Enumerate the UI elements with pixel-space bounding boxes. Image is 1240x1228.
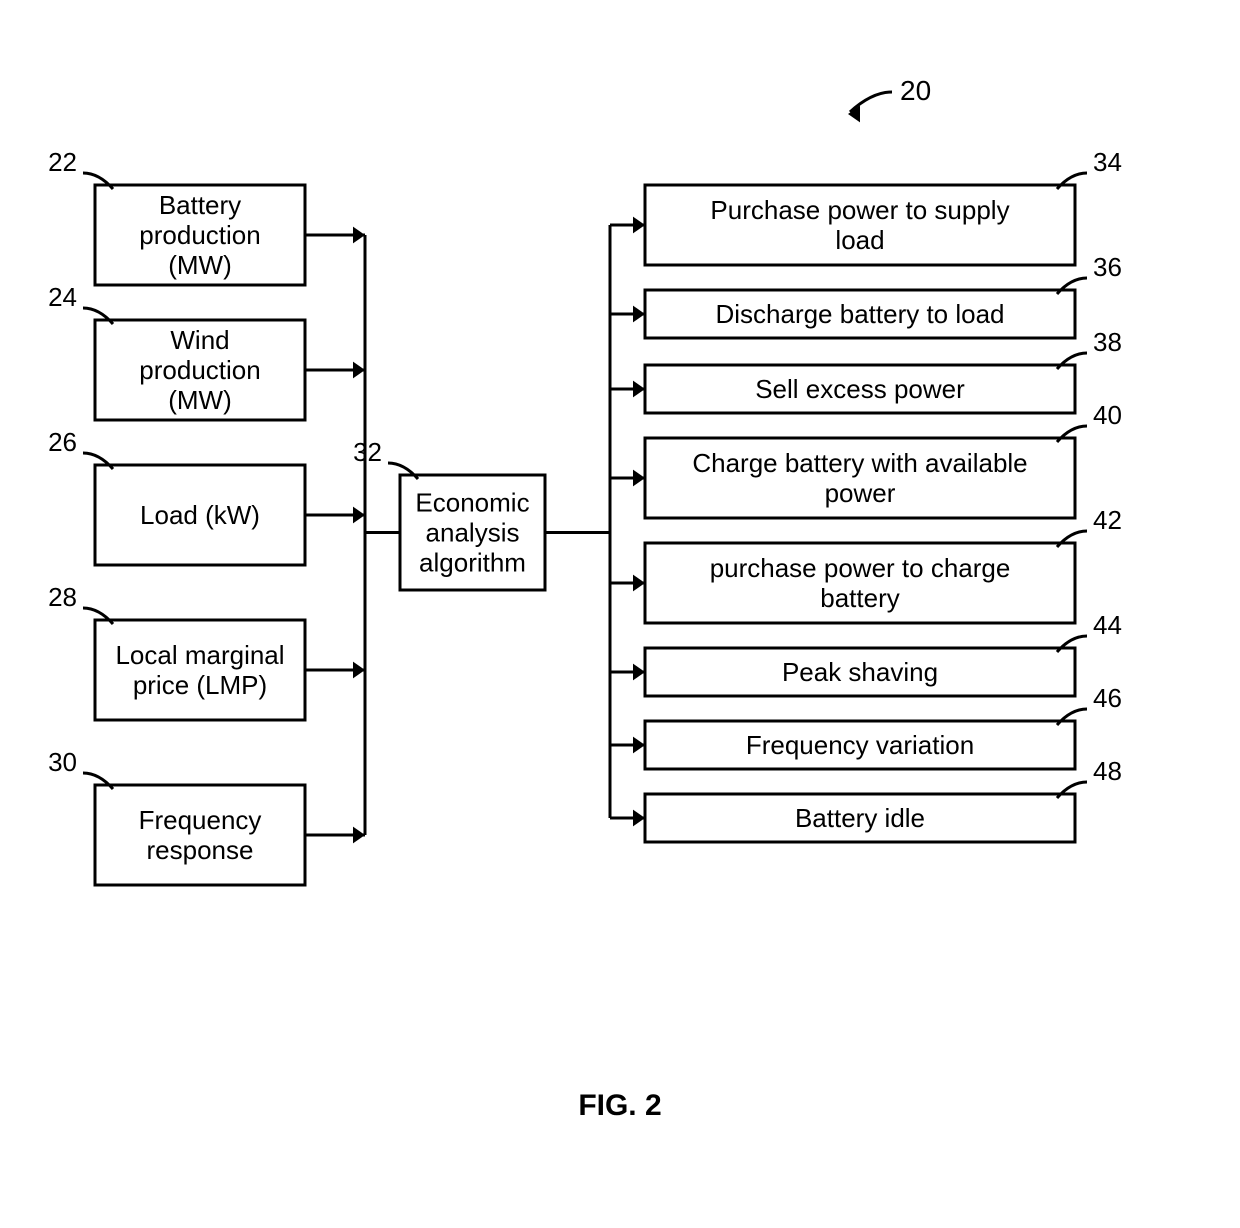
ref-label: 36 <box>1057 252 1122 294</box>
ref-label: 42 <box>1057 505 1122 547</box>
input-text: Wind <box>170 325 229 355</box>
input-text: response <box>147 835 254 865</box>
input-box-26: Load (kW) <box>95 465 305 565</box>
ref-label: 26 <box>48 427 113 469</box>
input-box-22: Batteryproduction(MW) <box>95 185 305 285</box>
ref-label: 32 <box>353 437 418 479</box>
ref-label: 48 <box>1057 756 1122 798</box>
ref-label: 22 <box>48 147 113 189</box>
input-text: (MW) <box>168 250 232 280</box>
ref-label: 40 <box>1057 400 1122 442</box>
output-box-48: Battery idle <box>645 794 1075 842</box>
center-box: Economicanalysisalgorithm <box>400 475 545 590</box>
input-text: production <box>139 355 260 385</box>
input-box-24: Windproduction(MW) <box>95 320 305 420</box>
svg-text:42: 42 <box>1093 505 1122 535</box>
svg-text:Charge battery with available: Charge battery with available <box>692 448 1027 478</box>
svg-text:Discharge battery to load: Discharge battery to load <box>715 299 1004 329</box>
input-box-30: Frequencyresponse <box>95 785 305 885</box>
ref-label: 28 <box>48 582 113 624</box>
svg-text:36: 36 <box>1093 252 1122 282</box>
svg-text:Battery idle: Battery idle <box>795 803 925 833</box>
svg-text:24: 24 <box>48 282 77 312</box>
output-box-44: Peak shaving <box>645 648 1075 696</box>
svg-text:Sell excess power: Sell excess power <box>755 374 965 404</box>
output-box-34: Purchase power to supplyload <box>645 185 1075 265</box>
svg-text:40: 40 <box>1093 400 1122 430</box>
svg-text:46: 46 <box>1093 683 1122 713</box>
figure-caption: FIG. 2 <box>578 1089 661 1122</box>
output-box-42: purchase power to chargebattery <box>645 543 1075 623</box>
svg-text:Frequency variation: Frequency variation <box>746 730 974 760</box>
svg-text:22: 22 <box>48 147 77 177</box>
ref-label: 34 <box>1057 147 1122 189</box>
input-box-28: Local marginalprice (LMP) <box>95 620 305 720</box>
svg-text:44: 44 <box>1093 610 1122 640</box>
svg-text:battery: battery <box>820 583 900 613</box>
output-box-40: Charge battery with availablepower <box>645 438 1075 518</box>
flowchart-diagram: 20Batteryproduction(MW)22Windproduction(… <box>0 0 1240 1223</box>
svg-text:34: 34 <box>1093 147 1122 177</box>
ref-label: 46 <box>1057 683 1122 725</box>
svg-text:load: load <box>835 225 884 255</box>
input-text: price (LMP) <box>133 670 267 700</box>
svg-text:28: 28 <box>48 582 77 612</box>
input-text: Frequency <box>139 805 262 835</box>
svg-text:analysis: analysis <box>426 518 520 548</box>
input-text: Battery <box>159 190 241 220</box>
input-text: production <box>139 220 260 250</box>
ref-label: 24 <box>48 282 113 324</box>
output-box-36: Discharge battery to load <box>645 290 1075 338</box>
ref-label: 44 <box>1057 610 1122 652</box>
svg-text:Peak shaving: Peak shaving <box>782 657 938 687</box>
svg-text:20: 20 <box>900 75 931 106</box>
svg-text:26: 26 <box>48 427 77 457</box>
input-text: Load (kW) <box>140 500 260 530</box>
ref-label: 30 <box>48 747 113 789</box>
ref-label: 38 <box>1057 327 1122 369</box>
svg-text:purchase power to charge: purchase power to charge <box>710 553 1011 583</box>
svg-text:32: 32 <box>353 437 382 467</box>
output-box-38: Sell excess power <box>645 365 1075 413</box>
input-text: Local marginal <box>115 640 284 670</box>
svg-text:power: power <box>825 478 896 508</box>
input-text: (MW) <box>168 385 232 415</box>
svg-text:Purchase power to supply: Purchase power to supply <box>710 195 1009 225</box>
svg-text:30: 30 <box>48 747 77 777</box>
output-box-46: Frequency variation <box>645 721 1075 769</box>
svg-text:38: 38 <box>1093 327 1122 357</box>
svg-text:Economic: Economic <box>415 488 529 518</box>
svg-text:algorithm: algorithm <box>419 548 526 578</box>
svg-text:48: 48 <box>1093 756 1122 786</box>
figure-ref: 20 <box>850 75 931 112</box>
